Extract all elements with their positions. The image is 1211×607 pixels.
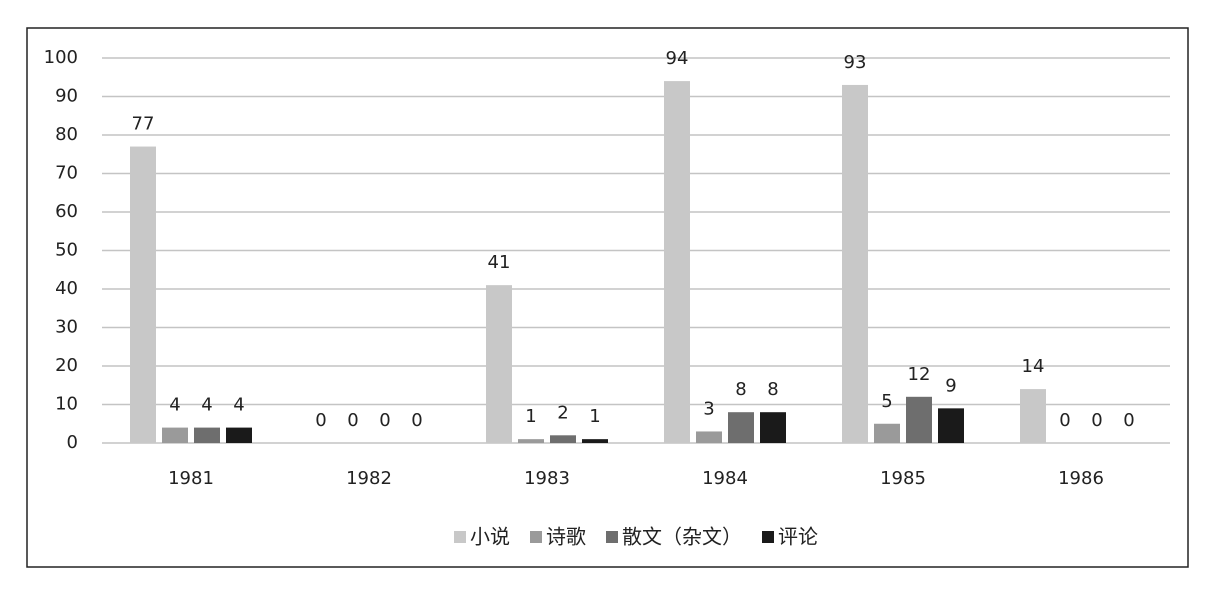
data-label: 12: [908, 364, 931, 385]
data-label: 93: [844, 52, 867, 73]
bar: [582, 439, 608, 443]
y-tick-label: 30: [55, 317, 78, 338]
y-tick-label: 10: [55, 394, 78, 415]
data-label: 1: [525, 406, 536, 427]
data-label: 8: [767, 379, 778, 400]
x-tick-label: 1985: [880, 468, 926, 489]
bar: [486, 285, 512, 443]
x-tick-label: 1986: [1058, 468, 1104, 489]
y-tick-label: 60: [55, 201, 78, 222]
bar: [938, 408, 964, 443]
legend-label: 诗歌: [546, 525, 586, 549]
bar: [842, 84, 868, 443]
data-label: 3: [703, 398, 714, 419]
y-tick-label: 50: [55, 240, 78, 261]
x-tick-label: 1982: [346, 468, 392, 489]
data-label: 0: [347, 410, 358, 431]
data-label: 0: [1123, 410, 1134, 431]
x-tick-label: 1983: [524, 468, 570, 489]
bar: [518, 439, 544, 443]
bar: [760, 412, 786, 443]
data-label: 0: [411, 410, 422, 431]
bar: [162, 427, 188, 443]
bar: [130, 146, 156, 444]
legend-swatch: [762, 531, 774, 543]
y-tick-label: 0: [67, 432, 78, 453]
legend-label: 散文（杂文）: [622, 525, 742, 549]
y-tick-label: 20: [55, 355, 78, 376]
data-label: 77: [132, 114, 155, 135]
y-tick-label: 90: [55, 86, 78, 107]
data-label: 4: [233, 395, 244, 416]
bar: [194, 427, 220, 443]
data-label: 0: [1091, 410, 1102, 431]
data-label: 94: [666, 48, 689, 69]
y-tick-label: 100: [44, 47, 78, 68]
bar: [728, 412, 754, 443]
data-label: 4: [169, 395, 180, 416]
data-label: 41: [488, 252, 511, 273]
data-label: 4: [201, 395, 212, 416]
data-label: 9: [945, 375, 956, 396]
bar: [550, 435, 576, 443]
bar: [906, 396, 932, 443]
data-label: 5: [881, 391, 892, 412]
bar: [1020, 389, 1046, 443]
legend-swatch: [454, 531, 466, 543]
legend-swatch: [530, 531, 542, 543]
data-label: 0: [315, 410, 326, 431]
y-tick-label: 70: [55, 163, 78, 184]
data-label: 0: [379, 410, 390, 431]
bar: [226, 427, 252, 443]
legend-swatch: [606, 531, 618, 543]
legend-label: 小说: [470, 525, 510, 549]
data-label: 14: [1022, 356, 1045, 377]
legend-label: 评论: [778, 525, 818, 549]
x-tick-label: 1984: [702, 468, 748, 489]
bar: [664, 81, 690, 443]
y-tick-label: 40: [55, 278, 78, 299]
y-tick-label: 80: [55, 124, 78, 145]
x-tick-label: 1981: [168, 468, 214, 489]
bar: [696, 431, 722, 443]
bar: [874, 423, 900, 443]
data-label: 8: [735, 379, 746, 400]
data-label: 1: [589, 406, 600, 427]
data-label: 2: [557, 402, 568, 423]
chart-border: [26, 27, 1189, 568]
data-label: 0: [1059, 410, 1070, 431]
